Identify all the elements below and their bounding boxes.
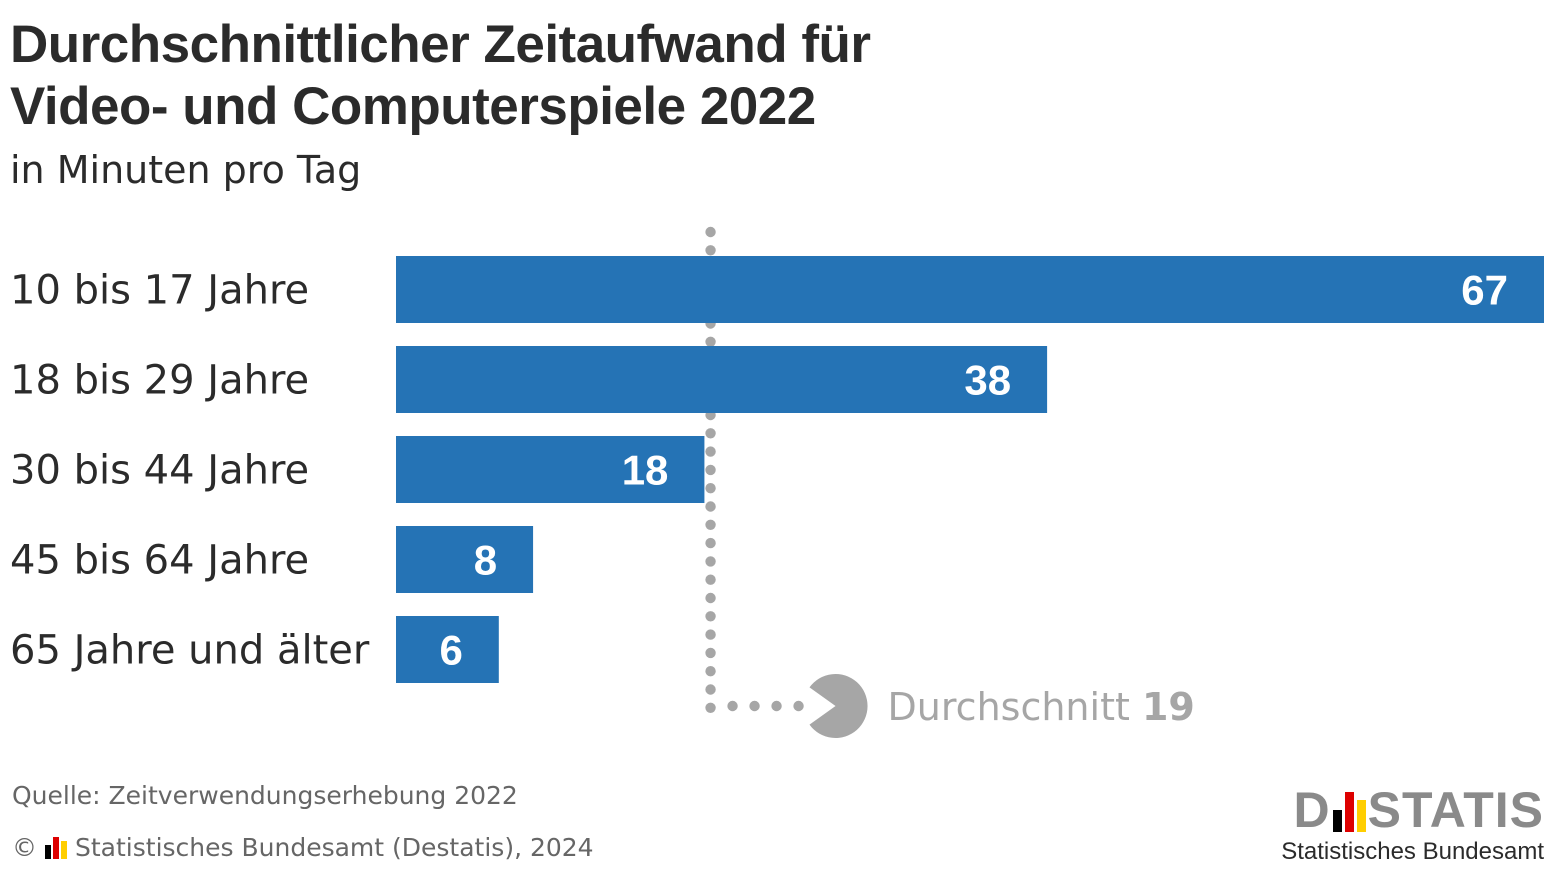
reference-dot: [705, 702, 716, 713]
reference-dot: [705, 226, 716, 238]
destatis-subtitle: Statistisches Bundesamt: [1281, 838, 1544, 865]
destatis-mini-logo-icon: [45, 836, 67, 859]
wordmark-end: STATIS: [1367, 782, 1544, 838]
reference-dot: [705, 592, 716, 604]
bar: [396, 526, 534, 593]
reference-dot: [705, 483, 716, 494]
category-label: 18 bis 29 Jahre: [10, 358, 309, 404]
reference-dot: [705, 574, 716, 585]
reference-dot: [705, 647, 716, 659]
chart-title: Durchschnittlicher Zeitaufwand für Video…: [10, 14, 871, 138]
value-label: 18: [622, 447, 669, 494]
reference-dot: [705, 537, 716, 549]
reference-dot: [705, 629, 716, 640]
reference-dot: [705, 464, 716, 476]
reference-dot: [705, 336, 716, 347]
reference-leader-dot: [727, 700, 738, 712]
reference-leader-dot: [793, 700, 804, 712]
value-label: 38: [964, 357, 1011, 404]
value-label: 8: [474, 537, 497, 584]
average-value: 19: [1142, 685, 1195, 729]
bar: [396, 346, 1048, 413]
flag-bars-icon: [1332, 792, 1366, 832]
reference-dot: [705, 501, 716, 512]
category-label: 10 bis 17 Jahre: [10, 268, 309, 314]
destatis-wordmark: D STATIS: [1281, 782, 1544, 838]
copyright-text: Statistisches Bundesamt (Destatis), 2024: [75, 833, 594, 862]
reference-dot: [705, 611, 716, 622]
value-label: 67: [1461, 267, 1508, 314]
bar-chart: Durchschnitt 19 10 bis 17 Jahre 67 18 bis 2…: [10, 226, 1544, 738]
value-label: 6: [439, 627, 462, 674]
copyright-symbol: ©: [12, 833, 37, 862]
reference-dot: [705, 428, 716, 439]
reference-leader-dot: [749, 700, 760, 712]
title-line-1: Durchschnittlicher Zeitaufwand für: [10, 15, 871, 74]
reference-dot: [705, 446, 716, 457]
copyright-note: © Statistisches Bundesamt (Destatis), 20…: [12, 833, 594, 862]
title-line-2: Video- und Computerspiele 2022: [10, 77, 816, 136]
bar: [396, 436, 705, 503]
reference-dot: [705, 245, 716, 256]
reference-leader-dot: [771, 700, 782, 712]
average-marker-icon: [809, 674, 868, 738]
category-label: 45 bis 64 Jahre: [10, 538, 309, 584]
reference-dot: [705, 556, 716, 567]
source-note: Quelle: Zeitverwendungserhebung 2022: [12, 781, 518, 810]
average-label: Durchschnitt 19: [888, 685, 1195, 729]
bar: [396, 256, 1544, 323]
reference-dot: [705, 666, 716, 677]
destatis-logo: D STATIS Statistisches Bundesamt: [1281, 782, 1544, 866]
reference-dot: [705, 519, 716, 530]
average-label-text: Durchschnitt: [888, 685, 1142, 729]
wordmark-start: D: [1293, 782, 1331, 838]
category-label: 30 bis 44 Jahre: [10, 448, 309, 494]
reference-dot: [705, 684, 716, 695]
chart-subtitle: in Minuten pro Tag: [10, 148, 362, 192]
category-label: 65 Jahre und älter: [10, 628, 370, 674]
bar: [396, 616, 499, 683]
